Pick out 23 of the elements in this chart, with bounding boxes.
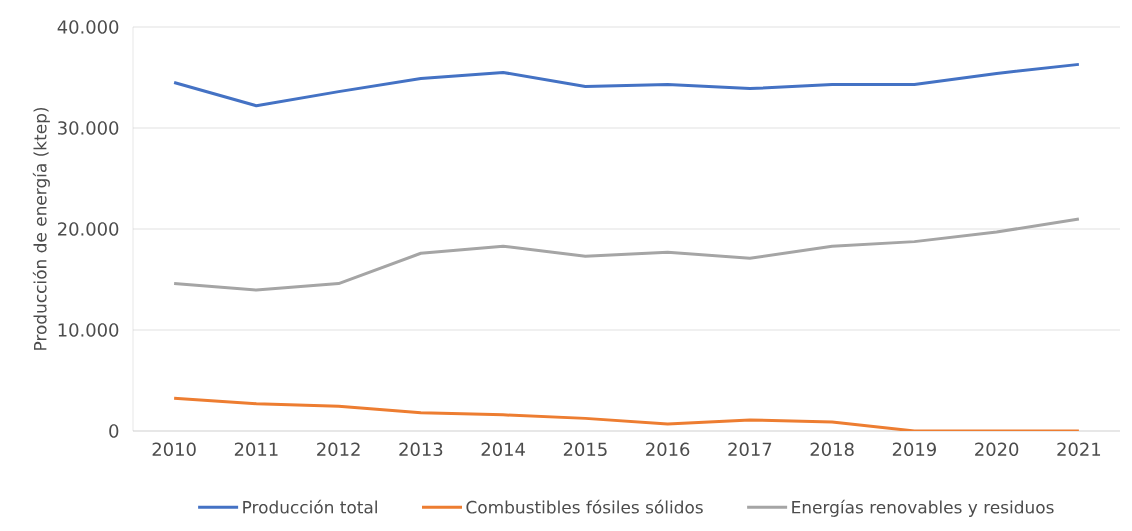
y-tick-label: 10.000 [58,323,119,337]
x-tick-label: 2021 [1057,442,1101,457]
y-axis-title: Producción de energía (ktep) [32,107,50,350]
y-tick-label: 40.000 [57,20,119,34]
line-series [172,62,1081,108]
x-tick-label: 2019 [892,442,936,457]
x-tick-label: 2016 [646,442,690,457]
x-tick-label: 2014 [481,442,525,457]
legend-label: Combustibles fósiles sólidos [466,499,703,514]
x-tick-label: 2015 [563,442,607,457]
x-tick-label: 2017 [728,442,772,457]
x-tick-label: 2018 [810,442,854,457]
x-tick-label: 2011 [234,442,278,457]
y-tick-label: 0 [109,424,119,438]
x-tick-label: 2013 [399,442,443,457]
y-tick-label: 20.000 [58,222,119,236]
y-tick-label: 30.000 [58,121,119,135]
line-series [172,217,1081,292]
x-tick-label: 2020 [975,442,1019,457]
legend-label: Energías renovables y residuos [792,499,1054,517]
x-tick-label: 2010 [152,442,196,457]
legend-label: Producción total [243,499,377,514]
x-tick-label: 2012 [317,442,360,457]
